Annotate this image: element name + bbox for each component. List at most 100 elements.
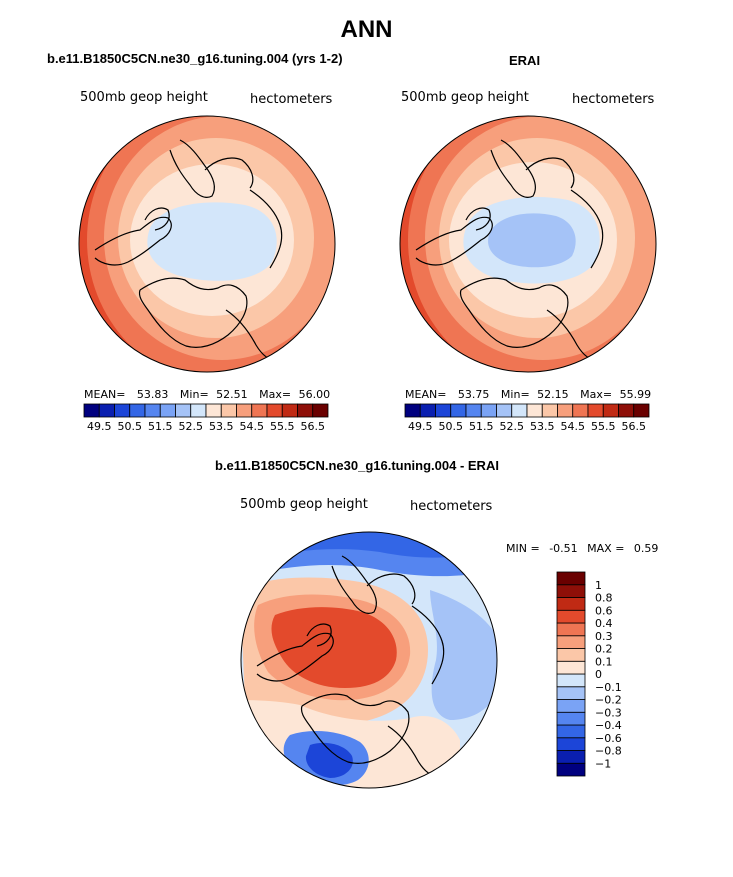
panel1-contour-530 xyxy=(147,202,277,281)
panel3-colorbar-swatch-13 xyxy=(556,597,586,611)
panel2-contour-525 xyxy=(488,213,576,268)
panel3-variable-label: 500mb geop height xyxy=(240,497,368,512)
panel3-colorbar-tick-label: −0.3 xyxy=(595,706,622,719)
panel2-coastlines xyxy=(415,139,604,361)
panel2-colorbar-swatch-1 xyxy=(419,403,436,418)
panel3-min-label: MIN = xyxy=(506,542,540,555)
panel1-colorbar-swatch-13 xyxy=(281,403,298,418)
panel3-map-border xyxy=(240,531,498,789)
panel2-colorbar-swatch-15 xyxy=(633,403,650,418)
panel1-colorbar-swatch-10 xyxy=(236,403,253,418)
panel1-colorbar-swatch-3 xyxy=(129,403,146,418)
panel3-colorbar-tick-label: 0.3 xyxy=(595,630,613,643)
panel2-colorbar-tick-label: 52.5 xyxy=(500,420,525,433)
panel2-colorbar-swatch-7 xyxy=(511,403,528,418)
panel1-map xyxy=(78,115,336,373)
panel1-colorbar-swatch-5 xyxy=(159,403,176,418)
panel3-colorbar-tick-label: −0.8 xyxy=(595,745,622,758)
panel1-min-label: Min= xyxy=(179,388,209,401)
panel3-max-label: MAX = xyxy=(587,542,625,555)
panel2-colorbar-swatch-9 xyxy=(541,403,558,418)
panel2-stats: MEAN= 53.75 Min= 52.15 Max= 55.99 xyxy=(405,388,651,401)
panel2-colorbar-swatch-3 xyxy=(450,403,467,418)
panel3-colorbar-tick-label: −1 xyxy=(595,757,611,770)
panel3-colorbar-swatch-4 xyxy=(556,711,586,726)
panel2-colorbar-tick-label: 55.5 xyxy=(591,420,616,433)
panel1-colorbar-swatch-8 xyxy=(205,403,222,418)
panel1-units-label: hectometers xyxy=(250,92,333,107)
panel2-colorbar-tick-label: 49.5 xyxy=(408,420,433,433)
panel3-colorbar-swatch-6 xyxy=(556,686,586,700)
panel3-colorbar-swatch-9 xyxy=(556,648,586,662)
panel1-colorbar-swatch-2 xyxy=(114,403,131,418)
panel3-colorbar-swatch-12 xyxy=(556,609,586,624)
panel1-colorbar-tick-label: 55.5 xyxy=(270,420,295,433)
panel3-colorbar-tick-label: −0.4 xyxy=(595,719,622,732)
panel2-colorbar-tick-label: 51.5 xyxy=(469,420,494,433)
panel1-coastlines xyxy=(94,139,283,361)
panel2-colorbar-swatch-8 xyxy=(526,403,543,418)
panel3-stats: MIN = -0.51 MAX = 0.59 xyxy=(506,542,658,555)
panel1-colorbar-swatch-6 xyxy=(175,403,192,418)
panel3-contour-04 xyxy=(271,607,397,688)
panel1-map-border xyxy=(78,115,336,373)
panel3-colorbar-swatch-10 xyxy=(556,635,586,649)
panel3-colorbar-swatch-5 xyxy=(556,699,586,713)
panel3-map xyxy=(240,531,498,789)
panel2-colorbar-tick-label: 54.5 xyxy=(561,420,586,433)
panel3-min-value: -0.51 xyxy=(549,542,578,555)
panel2-colorbar-swatch-10 xyxy=(557,403,574,418)
panel3-colorbar-tick-label: 0.8 xyxy=(595,592,613,605)
panel3-colorbar-tick-label: 0.1 xyxy=(595,655,613,668)
panel3-colorbar-swatch-8 xyxy=(556,660,586,675)
panel3-colorbar-swatch-14 xyxy=(556,584,586,598)
panel3-colorbar-swatch-11 xyxy=(556,622,586,637)
panel2-max-label: Max= xyxy=(580,388,613,401)
panel2-colorbar-swatch-13 xyxy=(602,403,619,418)
panel1-colorbar-swatch-0 xyxy=(83,403,100,418)
panel3-colorbar-swatch-1 xyxy=(556,750,586,764)
panel2-mean-value: 53.75 xyxy=(457,388,490,401)
panel2-colorbar-swatch-14 xyxy=(618,403,635,418)
panel1-colorbar-swatch-11 xyxy=(251,403,268,418)
panel1-max-label: Max= xyxy=(259,388,292,401)
panel2-colorbar-tick-label: 53.5 xyxy=(530,420,555,433)
panel2-colorbar-swatch-12 xyxy=(587,403,604,418)
panel1-colorbar-tick-label: 52.5 xyxy=(179,420,204,433)
panel1-mean-label: MEAN= xyxy=(84,388,126,401)
panel1-colorbar-tick-label: 51.5 xyxy=(148,420,173,433)
panel3-colorbar: −1−0.8−0.6−0.4−0.3−0.2−0.100.10.20.30.40… xyxy=(556,571,622,777)
panel1-colorbar-tick-label: 50.5 xyxy=(118,420,143,433)
panel2-map-border xyxy=(399,115,657,373)
panel3-contour-neg06 xyxy=(305,742,353,778)
panel2-colorbar-tick-label: 56.5 xyxy=(622,420,647,433)
panel2-colorbar-swatch-6 xyxy=(496,403,513,418)
panel1-colorbar-swatch-9 xyxy=(220,403,237,418)
panel2-max-value: 55.99 xyxy=(619,388,652,401)
panel3-colorbar-swatch-15 xyxy=(556,571,586,586)
panel2-colorbar-swatch-2 xyxy=(435,403,452,418)
panel3-colorbar-swatch-7 xyxy=(556,673,586,688)
panel1-title: b.e11.B1850C5CN.ne30_g16.tuning.004 (yrs… xyxy=(47,51,343,66)
panel1-colorbar-swatch-4 xyxy=(144,403,161,418)
panel1-colorbar-tick-label: 49.5 xyxy=(87,420,112,433)
panel1-mean-value: 53.83 xyxy=(136,388,169,401)
panel3-colorbar-swatch-0 xyxy=(556,762,586,777)
panel3-colorbar-tick-label: −0.2 xyxy=(595,694,622,707)
panel1-colorbar-tick-label: 56.5 xyxy=(301,420,326,433)
panel1-colorbar: 49.5 50.5 51.5 52.5 53.5 54.5 55.5 56.5 xyxy=(83,403,329,433)
panel3-title: b.e11.B1850C5CN.ne30_g16.tuning.004 - ER… xyxy=(215,458,499,473)
panel2-colorbar-swatch-0 xyxy=(404,403,421,418)
panel3-max-value: 0.59 xyxy=(633,542,659,555)
panel3-colorbar-tick-label: 0.2 xyxy=(595,643,613,656)
panel3-colorbar-tick-label: 0.4 xyxy=(595,617,613,630)
panel3-colorbar-tick-label: −0.6 xyxy=(595,732,622,745)
panel3-colorbar-tick-label: 0.6 xyxy=(595,604,613,617)
panel1-colorbar-swatch-14 xyxy=(297,403,314,418)
panel3-units-label: hectometers xyxy=(410,499,493,514)
panel1-max-value: 56.00 xyxy=(298,388,331,401)
panel1-variable-label: 500mb geop height xyxy=(80,90,208,105)
panel2-min-value: 52.15 xyxy=(537,388,569,401)
panel2-colorbar: 49.5 50.5 51.5 52.5 53.5 54.5 55.5 56.5 xyxy=(404,403,650,433)
